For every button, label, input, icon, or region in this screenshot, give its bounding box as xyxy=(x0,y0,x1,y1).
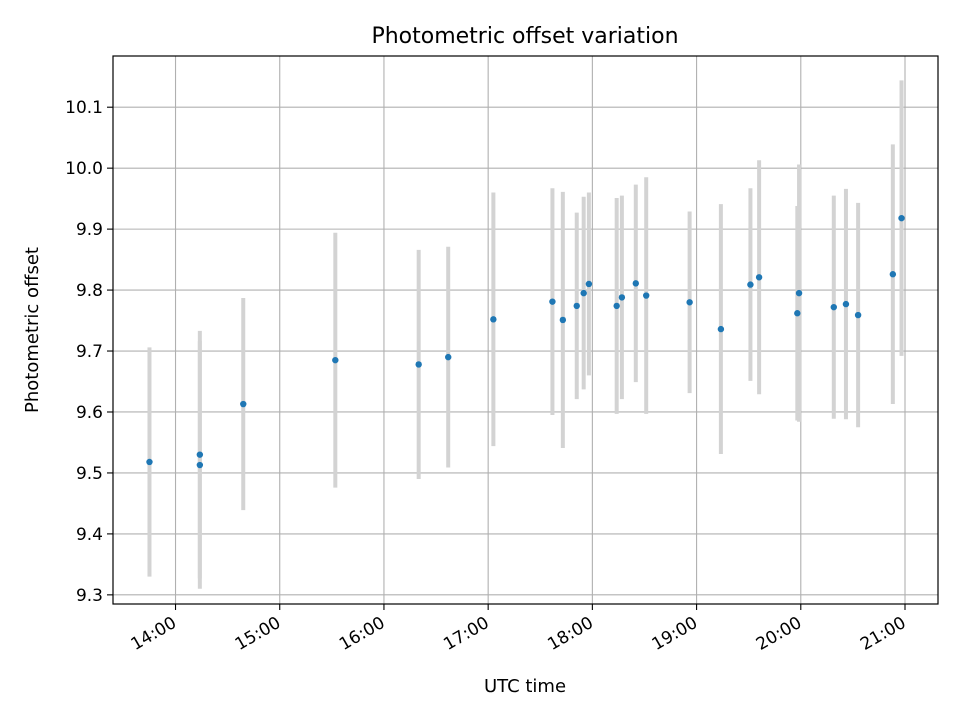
data-point xyxy=(632,280,639,287)
data-point xyxy=(613,302,620,310)
data-point xyxy=(794,310,801,317)
data-point xyxy=(755,274,763,281)
y-tick-label: 9.8 xyxy=(76,281,103,301)
y-axis-label: Photometric offset xyxy=(22,247,43,413)
y-axis-ticks: 9.3 9.4 9.5 9.6 9.7 9.8 9.9 10.0 10.1 xyxy=(65,98,113,606)
y-tick-label: 9.6 xyxy=(76,403,103,423)
data-point xyxy=(332,356,339,364)
data-point xyxy=(146,458,153,466)
chart-title: Photometric offset variation xyxy=(371,24,678,49)
data-point xyxy=(747,281,754,288)
data-point xyxy=(585,280,593,288)
data-point xyxy=(240,400,247,408)
y-tick-label: 9.5 xyxy=(76,464,103,484)
data-point xyxy=(490,316,497,323)
x-axis-label: UTC time xyxy=(484,676,566,697)
data-point xyxy=(559,316,567,324)
plot-frame xyxy=(112,55,939,605)
y-tick-label: 9.3 xyxy=(76,586,103,606)
y-tick-label: 10.1 xyxy=(65,98,103,118)
data-point xyxy=(618,294,626,301)
data-point xyxy=(573,302,580,310)
data-point xyxy=(889,271,897,278)
data-point xyxy=(643,292,650,299)
y-tick-label: 9.9 xyxy=(76,220,103,240)
data-point xyxy=(415,361,422,368)
data-point xyxy=(795,289,803,297)
data-point xyxy=(196,461,204,469)
y-tick-label: 10.0 xyxy=(65,159,103,179)
data-point xyxy=(196,451,204,458)
y-tick-label: 9.4 xyxy=(76,525,103,545)
data-point xyxy=(580,289,587,297)
data-point xyxy=(854,311,862,319)
y-tick-label: 9.7 xyxy=(76,342,103,362)
data-points xyxy=(146,214,905,469)
data-point xyxy=(686,299,693,306)
data-point xyxy=(445,353,452,361)
data-point xyxy=(830,303,837,311)
data-point xyxy=(549,298,556,305)
data-point xyxy=(717,325,725,333)
data-point xyxy=(898,214,905,222)
data-point xyxy=(842,300,850,308)
